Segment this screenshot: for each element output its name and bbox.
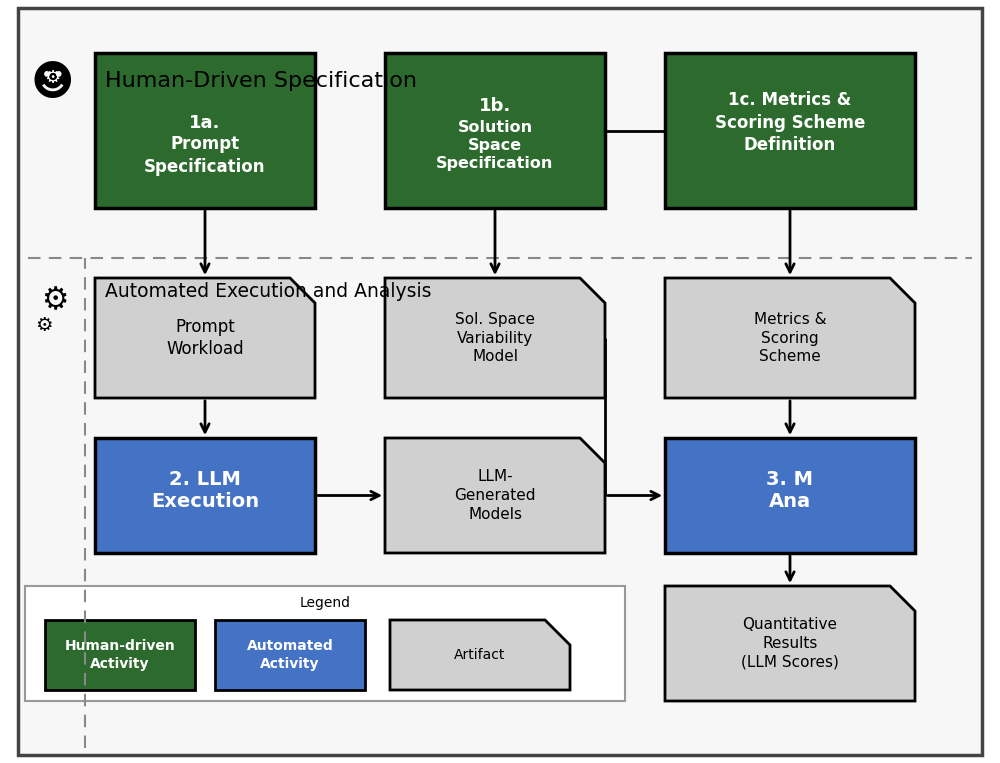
Text: ☻: ☻ — [30, 62, 74, 104]
Text: 1b.: 1b. — [479, 96, 511, 114]
Text: 1c. Metrics &
Scoring Scheme
Definition: 1c. Metrics & Scoring Scheme Definition — [715, 92, 865, 153]
Text: Human-driven
Activity: Human-driven Activity — [65, 639, 175, 671]
FancyBboxPatch shape — [45, 620, 195, 690]
Text: ⚙: ⚙ — [35, 315, 53, 334]
Text: 1a.: 1a. — [189, 114, 221, 131]
FancyBboxPatch shape — [18, 8, 982, 755]
Text: Prompt
Specification: Prompt Specification — [144, 135, 266, 175]
Text: 2. LLM
Execution: 2. LLM Execution — [151, 470, 259, 511]
FancyBboxPatch shape — [95, 438, 315, 553]
FancyBboxPatch shape — [385, 53, 605, 208]
Polygon shape — [665, 278, 915, 398]
FancyBboxPatch shape — [665, 53, 915, 208]
Text: 3. M
Ana: 3. M Ana — [767, 470, 814, 511]
Text: Automated
Activity: Automated Activity — [247, 639, 333, 671]
FancyBboxPatch shape — [95, 53, 315, 208]
FancyBboxPatch shape — [215, 620, 365, 690]
Polygon shape — [665, 586, 915, 701]
Polygon shape — [385, 438, 605, 553]
FancyBboxPatch shape — [665, 438, 915, 553]
Text: Artifact: Artifact — [454, 648, 506, 662]
Polygon shape — [390, 620, 570, 690]
Text: Quantitative
Results
(LLM Scores): Quantitative Results (LLM Scores) — [741, 617, 839, 670]
Text: ⚙: ⚙ — [41, 286, 69, 315]
Text: Solution
Space
Specification: Solution Space Specification — [436, 120, 554, 171]
Text: LLM-
Generated
Models: LLM- Generated Models — [454, 469, 536, 522]
Text: Prompt
Workload: Prompt Workload — [166, 318, 244, 358]
Text: Automated Execution and Analysis: Automated Execution and Analysis — [105, 282, 432, 301]
Text: Human-Driven Specification: Human-Driven Specification — [105, 71, 417, 91]
Text: ⚙: ⚙ — [44, 69, 60, 87]
FancyBboxPatch shape — [25, 586, 625, 701]
Text: Sol. Space
Variability
Model: Sol. Space Variability Model — [455, 312, 535, 364]
Polygon shape — [385, 278, 605, 398]
Text: Legend: Legend — [300, 596, 351, 610]
Text: Metrics &
Scoring
Scheme: Metrics & Scoring Scheme — [754, 312, 826, 364]
Polygon shape — [95, 278, 315, 398]
